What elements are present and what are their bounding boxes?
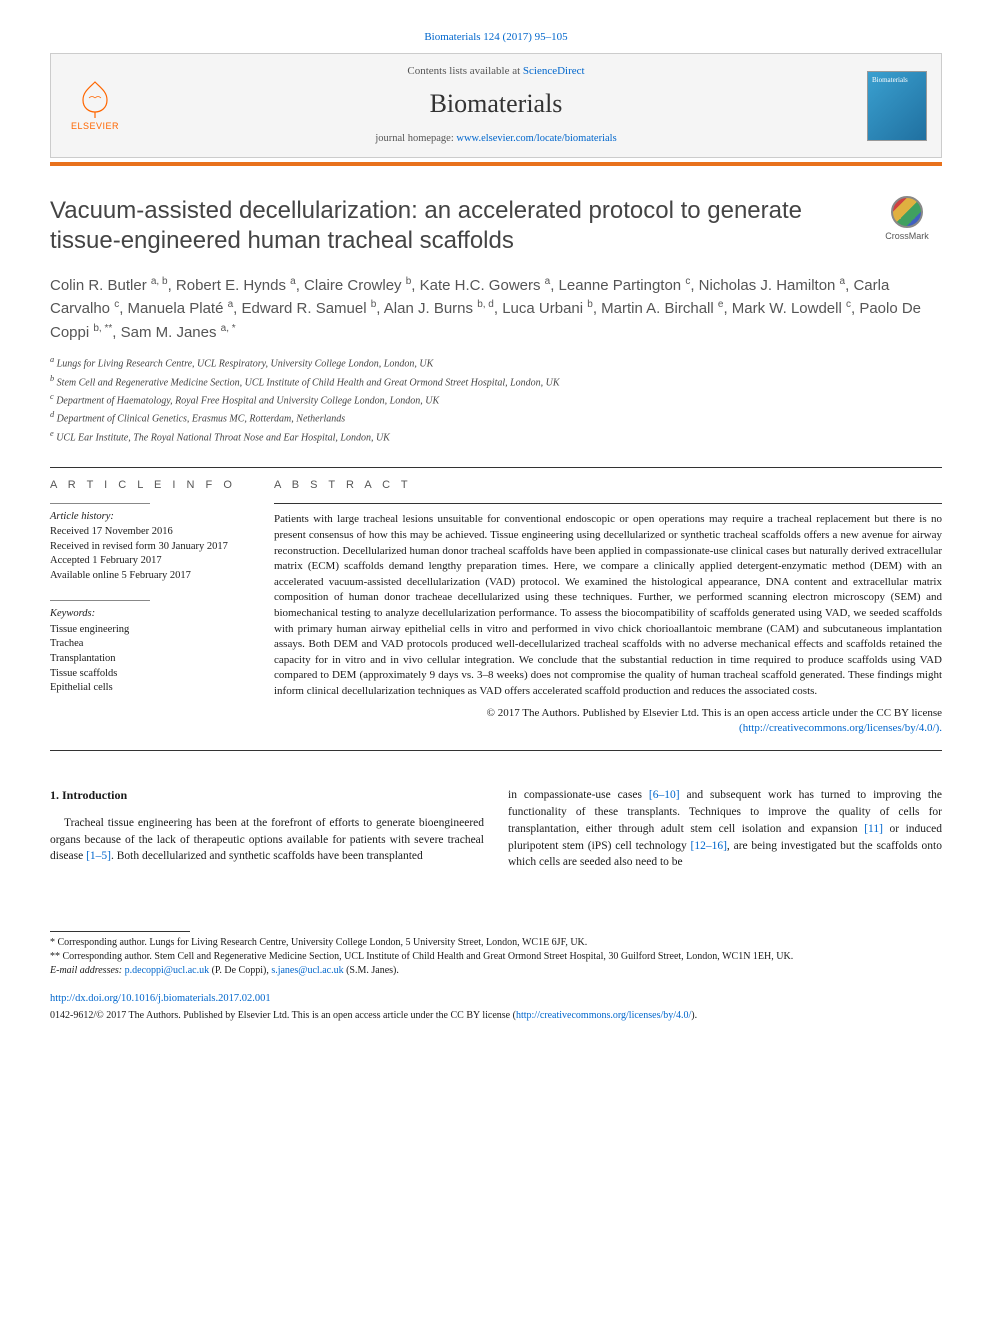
history-label: Article history: bbox=[50, 511, 114, 522]
affiliation-d: d Department of Clinical Genetics, Erasm… bbox=[50, 409, 942, 426]
crossmark-icon bbox=[891, 196, 923, 228]
affiliation-a: a Lungs for Living Research Centre, UCL … bbox=[50, 354, 942, 371]
top-citation: Biomaterials 124 (2017) 95–105 bbox=[50, 30, 942, 45]
corresponding-author-2: ** Corresponding author. Stem Cell and R… bbox=[50, 950, 942, 964]
corresponding-author-1: * Corresponding author. Lungs for Living… bbox=[50, 936, 942, 950]
sciencedirect-link[interactable]: ScienceDirect bbox=[523, 65, 585, 77]
contents-lists-line: Contents lists available at ScienceDirec… bbox=[125, 64, 867, 79]
ref-link[interactable]: [12–16] bbox=[691, 840, 727, 852]
intro-paragraph-left: Tracheal tissue engineering has been at … bbox=[50, 815, 484, 865]
keyword: Tissue engineering bbox=[50, 624, 129, 635]
intro-paragraph-right: in compassionate-use cases [6–10] and su… bbox=[508, 787, 942, 870]
keyword: Trachea bbox=[50, 638, 83, 649]
orange-divider-bar bbox=[50, 162, 942, 166]
homepage-link[interactable]: www.elsevier.com/locate/biomaterials bbox=[456, 133, 616, 144]
received-date: Received 17 November 2016 bbox=[50, 526, 173, 537]
affiliation-b: b Stem Cell and Regenerative Medicine Se… bbox=[50, 373, 942, 390]
abstract-label: A B S T R A C T bbox=[274, 478, 942, 493]
revised-date: Received in revised form 30 January 2017 bbox=[50, 541, 228, 552]
crossmark-badge[interactable]: CrossMark bbox=[872, 196, 942, 243]
article-title: Vacuum-assisted decellularization: an ac… bbox=[50, 196, 872, 256]
article-info-label: A R T I C L E I N F O bbox=[50, 478, 250, 493]
contents-prefix: Contents lists available at bbox=[407, 65, 522, 77]
abstract-text: Patients with large tracheal lesions uns… bbox=[274, 512, 942, 699]
copyright-text: © 2017 The Authors. Published by Elsevie… bbox=[487, 707, 942, 719]
affiliation-c: c Department of Haematology, Royal Free … bbox=[50, 391, 942, 408]
top-citation-link[interactable]: Biomaterials 124 (2017) 95–105 bbox=[424, 31, 567, 43]
abstract-copyright: © 2017 The Authors. Published by Elsevie… bbox=[274, 706, 942, 737]
elsevier-logo: ELSEVIER bbox=[65, 71, 125, 141]
issn-text: 0142-9612/© 2017 The Authors. Published … bbox=[50, 1010, 516, 1021]
keywords-label: Keywords: bbox=[50, 607, 250, 622]
email-line: E-mail addresses: p.decoppi@ucl.ac.uk (P… bbox=[50, 964, 942, 978]
keywords-block: Keywords: Tissue engineering Trachea Tra… bbox=[50, 607, 250, 696]
article-history: Article history: Received 17 November 20… bbox=[50, 510, 250, 583]
introduction-heading: 1. Introduction bbox=[50, 787, 484, 804]
issn-line: 0142-9612/© 2017 The Authors. Published … bbox=[50, 1009, 942, 1023]
affiliation-e: e UCL Ear Institute, The Royal National … bbox=[50, 428, 942, 445]
ref-link[interactable]: [6–10] bbox=[649, 789, 680, 801]
affiliations: a Lungs for Living Research Centre, UCL … bbox=[50, 354, 942, 445]
journal-name: Biomaterials bbox=[125, 86, 867, 122]
license-link[interactable]: (http://creativecommons.org/licenses/by/… bbox=[739, 722, 942, 734]
author-list: Colin R. Butler a, b, Robert E. Hynds a,… bbox=[50, 274, 942, 345]
accepted-date: Accepted 1 February 2017 bbox=[50, 555, 162, 566]
issn-license-link[interactable]: http://creativecommons.org/licenses/by/4… bbox=[516, 1010, 691, 1021]
online-date: Available online 5 February 2017 bbox=[50, 570, 191, 581]
keyword: Epithelial cells bbox=[50, 682, 113, 693]
crossmark-label: CrossMark bbox=[885, 230, 929, 243]
keyword: Transplantation bbox=[50, 653, 116, 664]
homepage-line: journal homepage: www.elsevier.com/locat… bbox=[125, 132, 867, 147]
introduction-section: 1. Introduction Tracheal tissue engineer… bbox=[50, 787, 942, 870]
email-name-2: (S.M. Janes). bbox=[346, 965, 399, 976]
doi-link[interactable]: http://dx.doi.org/10.1016/j.biomaterials… bbox=[50, 993, 271, 1004]
email-name-1: (P. De Coppi), bbox=[212, 965, 269, 976]
issn-close: ). bbox=[691, 1010, 697, 1021]
ref-link[interactable]: [11] bbox=[864, 823, 883, 835]
footer-block: * Corresponding author. Lungs for Living… bbox=[50, 931, 942, 1023]
elsevier-label: ELSEVIER bbox=[71, 120, 119, 133]
thumb-label: Biomaterials bbox=[872, 76, 908, 86]
email-link-1[interactable]: p.decoppi@ucl.ac.uk bbox=[125, 965, 209, 976]
elsevier-tree-icon bbox=[75, 78, 115, 118]
email-label: E-mail addresses: bbox=[50, 965, 122, 976]
homepage-prefix: journal homepage: bbox=[375, 133, 456, 144]
ref-link[interactable]: [1–5] bbox=[86, 850, 111, 862]
journal-cover-thumb: Biomaterials bbox=[867, 71, 927, 141]
keyword: Tissue scaffolds bbox=[50, 668, 117, 679]
email-link-2[interactable]: s.janes@ucl.ac.uk bbox=[271, 965, 343, 976]
journal-header: ELSEVIER Contents lists available at Sci… bbox=[50, 53, 942, 157]
